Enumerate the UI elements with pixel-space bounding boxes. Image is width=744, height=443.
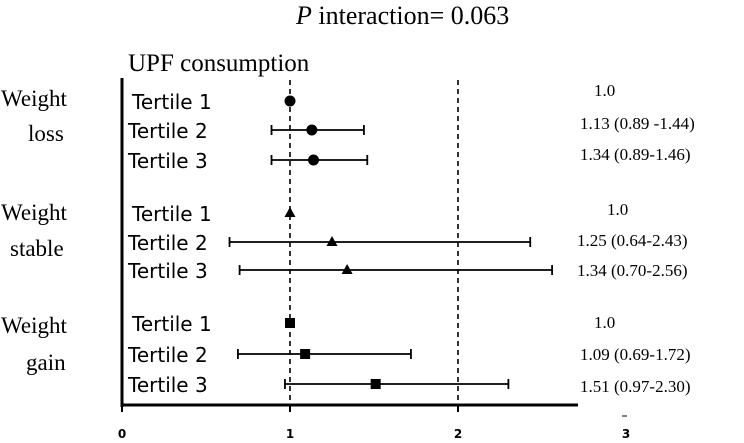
title-p-symbol: P: [295, 1, 312, 30]
estimate-marker-triangle: [326, 236, 338, 246]
row-weight-stable-tertile-3: Tertile 3: [127, 259, 553, 283]
row-label: Tertile 2: [127, 231, 208, 255]
row-label: Tertile 2: [127, 119, 208, 143]
group-label-weight-stable-line-2: stable: [10, 236, 64, 261]
row-label: Tertile 2: [127, 343, 208, 367]
row-label: Tertile 3: [127, 149, 208, 173]
x-tick-label-1: 1: [286, 427, 294, 441]
estimate-marker-triangle: [341, 264, 353, 274]
row-weight-stable-tertile-1: Tertile 1: [131, 202, 296, 226]
estimate-marker-triangle: [284, 207, 296, 217]
group-label-weight-gain-line-1: Weight: [1, 313, 67, 338]
estimate-text-weight-gain-tertile-2: 1.09 (0.69-1.72): [580, 345, 690, 364]
row-label: Tertile 3: [127, 259, 208, 283]
estimate-text-weight-stable-tertile-1: 1.0: [607, 200, 628, 219]
row-weight-loss-tertile-3: Tertile 3: [127, 149, 369, 173]
group-label-weight-gain-line-2: gain: [26, 350, 66, 375]
estimate-text-weight-stable-tertile-3: 1.34 (0.70-2.56): [577, 261, 687, 280]
chart-title: P interaction= 0.063: [295, 1, 509, 30]
row-weight-gain-tertile-1: Tertile 1: [131, 312, 295, 336]
estimate-text-weight-loss-tertile-2: 1.13 (0.89 -1.44): [580, 114, 695, 133]
row-weight-loss-tertile-2: Tertile 2: [127, 119, 365, 143]
row-weight-gain-tertile-3: Tertile 3: [127, 373, 510, 397]
estimate-text-weight-gain-tertile-1: 1.0: [594, 313, 615, 332]
estimate-marker-circle: [306, 124, 318, 136]
estimate-marker-square: [300, 349, 311, 359]
row-label: Tertile 1: [131, 202, 212, 226]
exposure-label: UPF consumption: [128, 50, 310, 77]
row-label: Tertile 1: [131, 90, 212, 114]
group-label-weight-loss-line-1: Weight: [1, 86, 67, 111]
estimate-text-weight-loss-tertile-1: 1.0: [594, 81, 615, 100]
estimate-text-weight-loss-tertile-3: 1.34 (0.89-1.46): [580, 145, 690, 164]
title-text: interaction= 0.063: [312, 1, 509, 30]
estimate-marker-square: [285, 318, 295, 328]
estimate-text-weight-stable-tertile-2: 1.25 (0.64-2.43): [577, 231, 687, 250]
row-label: Tertile 1: [131, 312, 212, 336]
x-tick-label-3: 3: [622, 427, 630, 441]
group-label-weight-loss-line-2: loss: [28, 121, 64, 146]
estimate-text-weight-gain-tertile-3: 1.51 (0.97-2.30): [580, 377, 690, 396]
row-label: Tertile 3: [127, 373, 208, 397]
row-weight-stable-tertile-2: Tertile 2: [127, 231, 532, 255]
estimate-marker-circle: [308, 154, 320, 166]
row-weight-gain-tertile-2: Tertile 2: [127, 343, 412, 367]
x-tick-label-2: 2: [454, 427, 462, 441]
estimate-marker-circle: [284, 95, 296, 107]
group-label-weight-stable-line-1: Weight: [1, 200, 67, 225]
estimate-marker-square: [370, 379, 381, 389]
x-tick-label-0: 0: [118, 427, 126, 441]
row-weight-loss-tertile-1: Tertile 1: [131, 90, 296, 114]
